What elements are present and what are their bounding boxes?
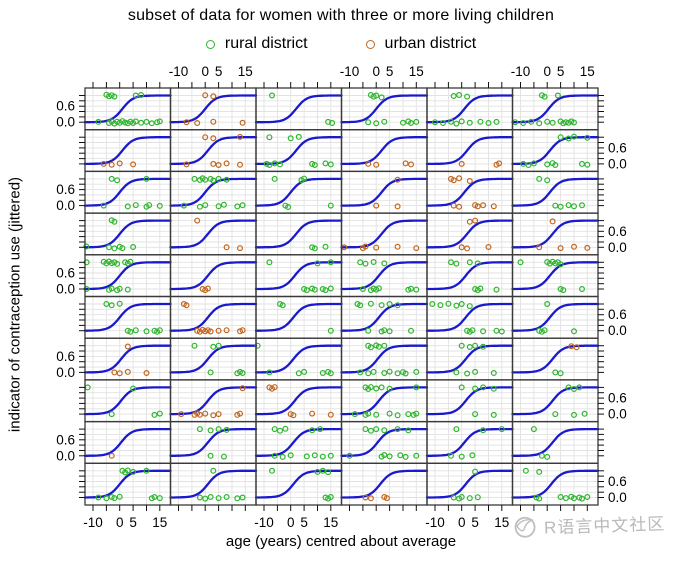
svg-text:0: 0 [458, 515, 466, 530]
svg-text:0.0: 0.0 [56, 282, 75, 297]
svg-text:5: 5 [386, 64, 394, 79]
svg-text:5: 5 [129, 515, 137, 530]
x-axis-title: age (years) centred about average [225, 533, 457, 550]
svg-text:0.0: 0.0 [608, 407, 627, 422]
watermark: R语言中文社区 [512, 508, 666, 539]
rural-circle-icon [205, 39, 215, 49]
svg-text:0.0: 0.0 [56, 115, 75, 130]
svg-text:15: 15 [409, 64, 424, 79]
urban-circle-icon [365, 39, 375, 49]
svg-text:5: 5 [300, 515, 308, 530]
svg-text:5: 5 [471, 515, 479, 530]
svg-text:0: 0 [201, 64, 209, 79]
legend-label-rural: rural district [224, 35, 308, 52]
svg-text:0.6: 0.6 [608, 391, 627, 406]
svg-text:-10: -10 [254, 515, 274, 530]
watermark-logo-icon [512, 513, 539, 540]
svg-text:0.0: 0.0 [56, 198, 75, 213]
svg-text:15: 15 [152, 515, 167, 530]
svg-text:0.0: 0.0 [608, 240, 627, 255]
chart-title: subset of data for women with three or m… [127, 7, 555, 24]
svg-text:5: 5 [557, 64, 565, 79]
svg-text:0: 0 [287, 515, 295, 530]
legend: rural district urban district [0, 33, 682, 55]
legend-item-rural: rural district [205, 35, 308, 53]
svg-text:15: 15 [323, 515, 338, 530]
svg-text:-10: -10 [83, 515, 103, 530]
svg-text:0: 0 [116, 515, 124, 530]
svg-text:0.6: 0.6 [56, 432, 75, 447]
svg-text:0.0: 0.0 [608, 490, 627, 505]
svg-text:15: 15 [580, 64, 595, 79]
svg-text:0.6: 0.6 [56, 182, 75, 197]
svg-text:0.6: 0.6 [608, 307, 627, 322]
svg-text:0.6: 0.6 [608, 474, 627, 489]
svg-text:0: 0 [372, 64, 380, 79]
svg-text:-10: -10 [511, 64, 531, 79]
svg-text:0.6: 0.6 [56, 266, 75, 281]
svg-text:-10: -10 [340, 64, 360, 79]
svg-text:15: 15 [494, 515, 509, 530]
svg-text:-10: -10 [169, 64, 189, 79]
svg-text:0: 0 [543, 64, 551, 79]
y-axis-title: indicator of contraception use (jittered… [6, 176, 24, 433]
svg-text:0.6: 0.6 [56, 349, 75, 364]
watermark-text: R语言中文社区 [543, 513, 666, 538]
svg-text:0.6: 0.6 [56, 99, 75, 114]
legend-item-urban: urban district [365, 35, 477, 53]
svg-text:5: 5 [215, 64, 223, 79]
svg-text:0.0: 0.0 [608, 323, 627, 338]
svg-text:0.6: 0.6 [608, 224, 627, 239]
legend-label-urban: urban district [384, 35, 477, 52]
svg-text:0.6: 0.6 [608, 140, 627, 155]
svg-text:15: 15 [238, 64, 253, 79]
svg-text:-10: -10 [425, 515, 445, 530]
svg-text:0.0: 0.0 [608, 156, 627, 171]
svg-text:0.0: 0.0 [56, 365, 75, 380]
svg-text:0.0: 0.0 [56, 448, 75, 463]
